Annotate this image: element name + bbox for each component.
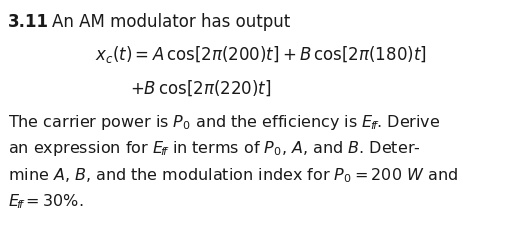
Text: An AM modulator has output: An AM modulator has output (52, 13, 290, 31)
Text: mine $A$, $B$, and the modulation index for $P_0 = 200\ W$ and: mine $A$, $B$, and the modulation index … (8, 166, 458, 185)
Text: $E_{\!f\!f} = 30\%$.: $E_{\!f\!f} = 30\%$. (8, 193, 83, 211)
Text: The carrier power is $P_0$ and the efficiency is $E_{\!f\!f}$. Derive: The carrier power is $P_0$ and the effic… (8, 113, 440, 132)
Text: an expression for $E_{\!f\!f}$ in terms of $P_0$, $A$, and $B$. Deter-: an expression for $E_{\!f\!f}$ in terms … (8, 140, 420, 159)
Text: $x_c(t) = A\,\cos[2\pi(200)t] + B\,\cos[2\pi(180)t]$: $x_c(t) = A\,\cos[2\pi(200)t] + B\,\cos[… (95, 44, 427, 65)
Text: 3.11: 3.11 (8, 13, 49, 31)
Text: $+B\,\cos[2\pi(220)t]$: $+B\,\cos[2\pi(220)t]$ (130, 78, 271, 98)
